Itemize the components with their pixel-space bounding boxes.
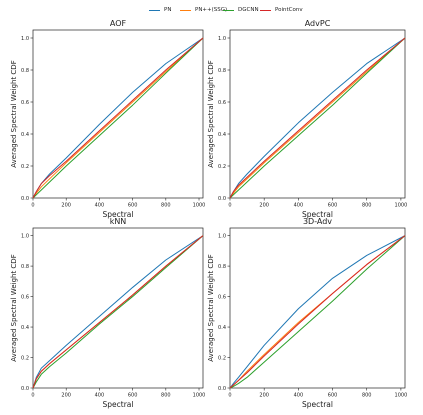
legend-entry: PN [149, 3, 171, 17]
x-tick-label: 1000 [395, 393, 408, 399]
panel-title: 3D-Adv [303, 217, 332, 226]
legend-label: PN++(SSG) [195, 7, 228, 13]
panel-title: AdvPC [305, 19, 331, 28]
x-tick-label: 1000 [193, 203, 206, 209]
legend-swatch [149, 9, 160, 11]
x-tick-label: 600 [328, 203, 338, 209]
chart-panel: AOF 0 200 400 600 800 1000 0.0 0.2 0.4 0.6 0.8 1.0 Sp… [10, 19, 205, 219]
x-tick-label: 800 [161, 203, 171, 209]
x-tick-label: 600 [128, 393, 138, 399]
x-tick-label: 600 [328, 393, 338, 399]
x-axis-label: Spectral [103, 400, 134, 409]
y-tick-label: 0.0 [218, 386, 226, 392]
series-line [32, 37, 204, 199]
x-tick-label: 1000 [193, 393, 206, 399]
legend-label: PointConv [275, 7, 303, 13]
y-axis-label: Averaged Spectral Weight CDF [207, 60, 215, 167]
y-tick-label: 0.2 [218, 355, 226, 361]
y-tick-label: 1.0 [21, 233, 29, 239]
x-tick-label: 400 [95, 393, 105, 399]
chart-panel: 3D-Adv 0 200 400 600 800 1000 0.0 0.2 0.4 0.6 0.8 1.… [207, 217, 407, 409]
y-tick-label: 0.2 [218, 164, 226, 170]
y-tick-label: 1.0 [21, 36, 29, 42]
y-tick-label: 0.6 [21, 294, 29, 300]
x-tick-label: 800 [362, 393, 372, 399]
y-tick-label: 0.4 [218, 132, 226, 138]
y-tick-label: 0.6 [218, 100, 226, 106]
x-tick-label: 400 [294, 203, 304, 209]
y-tick-label: 0.2 [21, 355, 29, 361]
series-line [229, 235, 406, 389]
x-tick-label: 200 [259, 203, 269, 209]
y-tick-label: 0.6 [218, 294, 226, 300]
x-tick-label: 200 [61, 393, 71, 399]
x-tick-label: 400 [95, 203, 105, 209]
x-axis-label: Spectral [302, 400, 333, 409]
x-tick-label: 0 [31, 203, 34, 209]
legend-swatch [223, 9, 234, 11]
y-tick-label: 0.8 [21, 264, 29, 270]
legend-entry: DGCNN [223, 3, 259, 17]
series-line [229, 37, 406, 199]
y-axis-label: Averaged Spectral Weight CDF [207, 254, 215, 361]
series-line [229, 37, 406, 199]
legend-label: DGCNN [238, 7, 259, 13]
x-tick-label: 400 [294, 393, 304, 399]
series-line [32, 37, 204, 199]
y-tick-label: 0.0 [21, 196, 29, 202]
series-line [229, 37, 406, 199]
y-tick-label: 0.8 [218, 264, 226, 270]
legend-swatch [180, 9, 191, 11]
plot-frame [32, 29, 204, 199]
y-tick-label: 0.2 [21, 164, 29, 170]
x-axis-label: Spectral [103, 210, 134, 219]
chart-legend: PN PN++(SSG) DGCNN PointConv [0, 3, 423, 17]
x-tick-label: 0 [228, 393, 231, 399]
x-tick-label: 1000 [395, 203, 408, 209]
legend-entry: PN++(SSG) [180, 3, 227, 17]
panel-title: AOF [110, 19, 127, 28]
series-line [32, 235, 204, 389]
y-tick-label: 0.4 [218, 325, 226, 331]
y-tick-label: 0.6 [21, 100, 29, 106]
x-axis-label: Spectral [302, 210, 333, 219]
chart-panel: kNN 0 200 400 600 800 1000 0.0 0.2 0.4 0.6 0.8 1.0 Sp… [10, 217, 205, 409]
chart-panel: AdvPC 0 200 400 600 800 1000 0.0 0.2 0.4 0.6 0.8 1.0… [207, 19, 407, 219]
y-tick-label: 0.4 [21, 325, 29, 331]
series-line [229, 235, 406, 389]
plot-frame [229, 227, 406, 389]
x-tick-label: 600 [128, 203, 138, 209]
x-tick-label: 200 [259, 393, 269, 399]
series-line [229, 235, 406, 389]
x-tick-label: 800 [362, 203, 372, 209]
y-tick-label: 1.0 [218, 233, 226, 239]
series-line [32, 235, 204, 389]
x-tick-label: 0 [228, 203, 231, 209]
x-tick-label: 200 [61, 203, 71, 209]
legend-label: PN [164, 7, 172, 13]
panel-title: kNN [110, 217, 127, 226]
y-tick-label: 1.0 [218, 36, 226, 42]
series-line [32, 235, 204, 389]
y-axis-label: Averaged Spectral Weight CDF [10, 254, 18, 361]
legend-swatch [260, 9, 271, 11]
y-tick-label: 0.8 [218, 68, 226, 74]
y-axis-label: Averaged Spectral Weight CDF [10, 60, 18, 167]
plot-frame [32, 227, 204, 389]
series-line [32, 235, 204, 389]
y-tick-label: 0.0 [218, 196, 226, 202]
x-tick-label: 0 [31, 393, 34, 399]
x-tick-label: 800 [161, 393, 171, 399]
plot-frame [229, 29, 406, 199]
y-tick-label: 0.8 [21, 68, 29, 74]
series-line [32, 37, 204, 199]
y-tick-label: 0.0 [21, 386, 29, 392]
y-tick-label: 0.4 [21, 132, 29, 138]
legend-entry: PointConv [260, 3, 303, 17]
